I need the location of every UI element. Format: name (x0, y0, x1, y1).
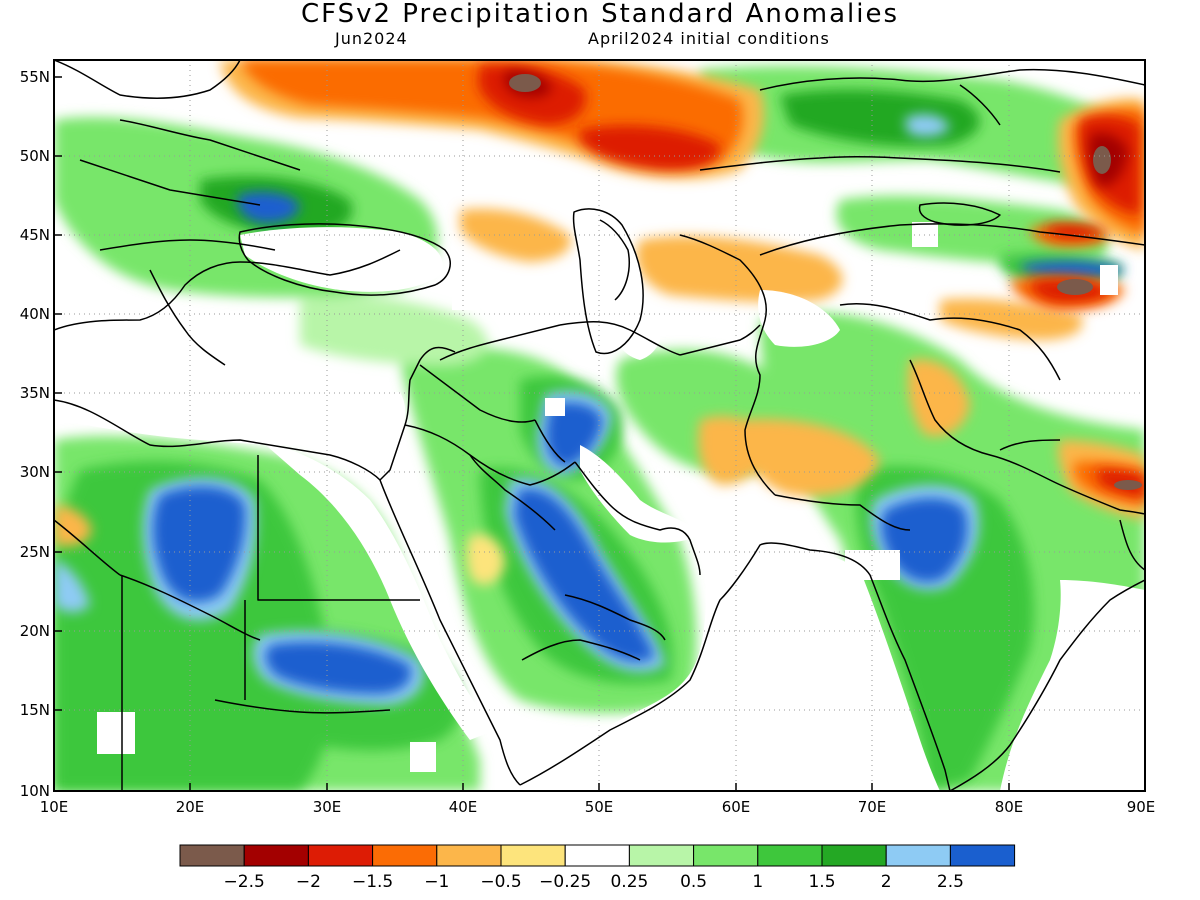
lon-label-10e: 10E (40, 798, 69, 816)
lat-label-45n: 45N (20, 226, 50, 244)
colorbar-label: −0.25 (539, 872, 591, 892)
map-gridlines (54, 60, 1145, 791)
colorbar-label: −0.5 (480, 872, 521, 892)
lon-label-30e: 30E (313, 798, 342, 816)
axis-ticks (54, 76, 1010, 791)
colorbar-label: 1 (752, 872, 763, 892)
colorbar: −2.5 −2 −1.5 −1 −0.5 −0.25 0.25 0.5 1 1.5 2 2.5 (179, 844, 1016, 892)
colorbar-swatch (885, 844, 951, 867)
colorbar-swatch (500, 844, 566, 867)
lon-label-70e: 70E (858, 798, 887, 816)
colorbar-label: 0.5 (680, 872, 707, 892)
lat-label-30n: 30N (20, 463, 50, 481)
colorbar-label: 0.25 (610, 872, 648, 892)
lat-label-35n: 35N (20, 384, 50, 402)
colorbar-label: 2.5 (937, 872, 964, 892)
colorbar-swatch (628, 844, 695, 867)
lon-label-90e: 90E (1127, 798, 1156, 816)
lat-label-55n: 55N (20, 68, 50, 86)
colorbar-label: 1.5 (808, 872, 835, 892)
colorbar-label: −2 (296, 872, 321, 892)
lat-label-20n: 20N (20, 622, 50, 640)
colorbar-swatch (179, 844, 245, 867)
lat-label-25n: 25N (20, 543, 50, 561)
colorbar-label: −1 (424, 872, 449, 892)
lon-label-20e: 20E (176, 798, 205, 816)
colorbar-label: 2 (881, 872, 892, 892)
lon-label-80e: 80E (995, 798, 1024, 816)
colorbar-swatches (179, 844, 1016, 867)
colorbar-swatch (949, 844, 1016, 867)
longitude-labels: 10E 20E 30E 40E 50E 60E 70E 80E 90E (40, 798, 1156, 816)
colorbar-swatch (436, 844, 502, 867)
latitude-labels: 55N 50N 45N 40N 35N 30N 25N 20N 15N 10N (20, 68, 50, 800)
anomaly-field (54, 60, 1145, 791)
colorbar-label: −1.5 (352, 872, 393, 892)
initial-conditions-label: April2024 initial conditions (588, 29, 830, 48)
lon-label-40e: 40E (449, 798, 478, 816)
lon-label-60e: 60E (722, 798, 751, 816)
lat-label-15n: 15N (20, 701, 50, 719)
lat-label-50n: 50N (20, 147, 50, 165)
valid-month-label: Jun2024 (335, 29, 408, 48)
colorbar-swatch (372, 844, 438, 867)
coastlines (54, 60, 1145, 791)
colorbar-swatch (307, 844, 374, 867)
lat-label-40n: 40N (20, 305, 50, 323)
lat-label-10n: 10N (20, 782, 50, 800)
colorbar-swatch (693, 844, 759, 867)
map-title: CFSv2 Precipitation Standard Anomalies (300, 0, 900, 29)
lon-label-50e: 50E (585, 798, 614, 816)
colorbar-swatch (821, 844, 887, 867)
colorbar-label: −2.5 (224, 872, 265, 892)
colorbar-labels: −2.5 −2 −1.5 −1 −0.5 −0.25 0.25 0.5 1 1.5 2 2.5 (224, 872, 964, 892)
colorbar-swatch (757, 844, 823, 867)
colorbar-swatch (564, 844, 630, 867)
colorbar-swatch (243, 844, 309, 867)
